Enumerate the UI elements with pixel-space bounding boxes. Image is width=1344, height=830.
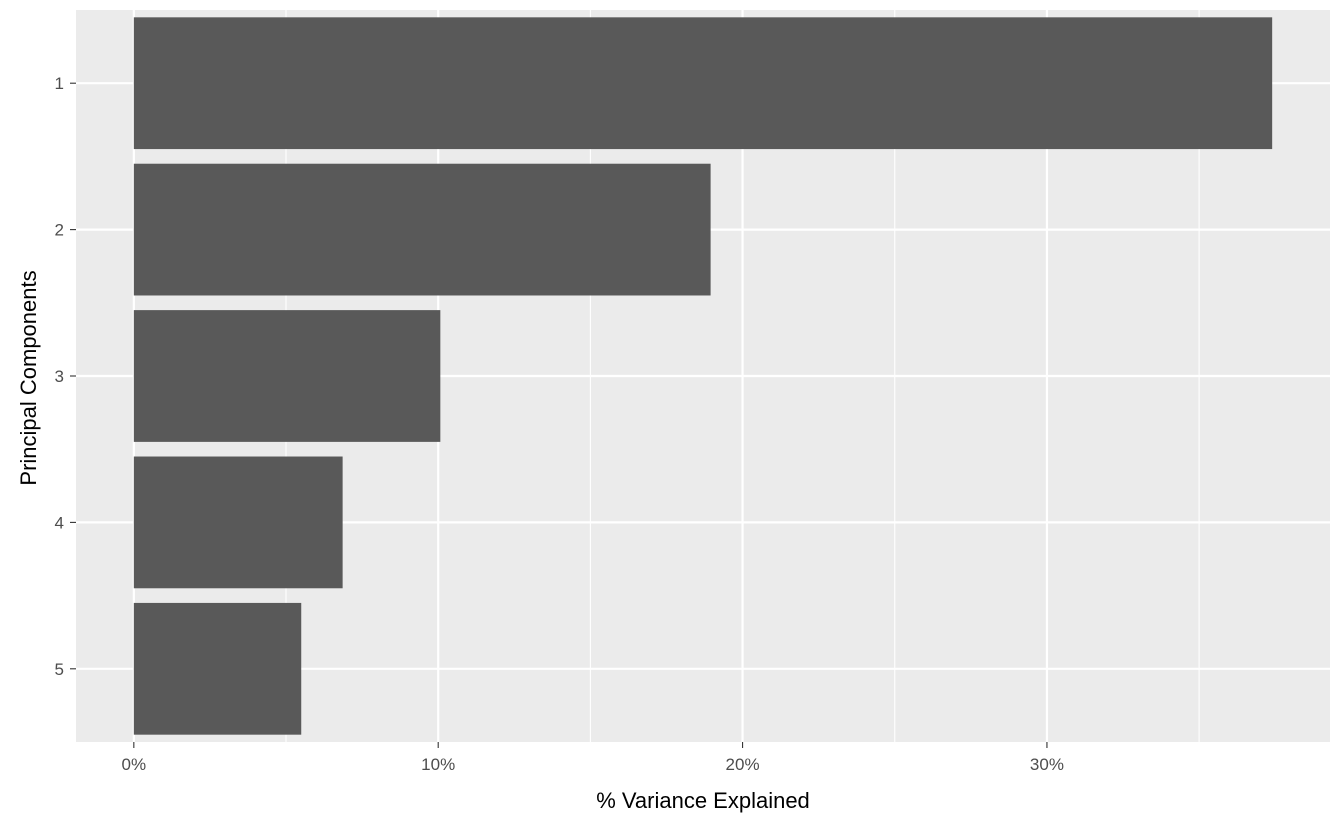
y-axis-title: Principal Components xyxy=(16,270,41,485)
bar-pc-3 xyxy=(133,310,441,442)
x-tick-label: 10% xyxy=(421,755,455,774)
bars xyxy=(133,17,1273,735)
x-tick-label: 20% xyxy=(726,755,760,774)
bar-pc-4 xyxy=(133,456,343,589)
y-tick-label: 5 xyxy=(55,660,64,679)
y-tick-label: 1 xyxy=(55,74,64,93)
x-axis-title: % Variance Explained xyxy=(596,788,810,813)
x-tick-labels: 0% 10% 20% 30% xyxy=(122,755,1064,774)
bar-pc-1 xyxy=(133,17,1273,150)
x-tick-label: 30% xyxy=(1030,755,1064,774)
bar-pc-5 xyxy=(133,602,302,735)
y-tick-label: 2 xyxy=(55,221,64,240)
y-tick-labels: 1 2 3 4 5 xyxy=(55,74,64,679)
y-tick-label: 3 xyxy=(55,367,64,386)
axis-ticks xyxy=(70,82,1048,748)
y-tick-label: 4 xyxy=(55,513,64,532)
x-tick-label: 0% xyxy=(122,755,147,774)
bar-pc-2 xyxy=(133,163,711,296)
